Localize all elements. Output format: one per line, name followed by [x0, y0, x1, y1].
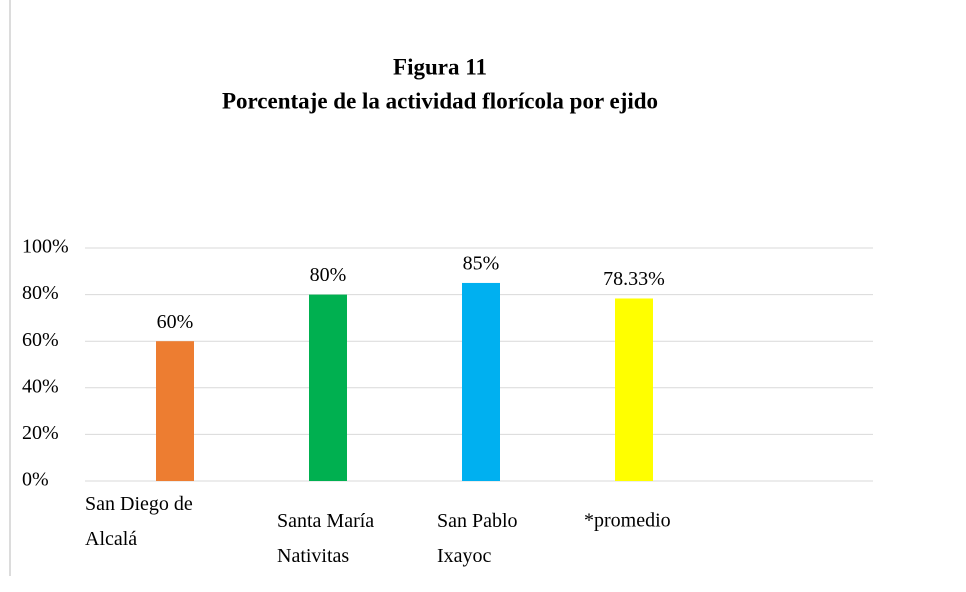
y-tick-label: 80% [22, 282, 59, 304]
y-tick-label: 100% [22, 236, 69, 258]
y-tick-label: 20% [22, 422, 59, 444]
chart-subtitle: Porcentaje de la actividad florícola por… [222, 88, 658, 113]
data-label: 78.33% [603, 268, 665, 290]
bar [615, 298, 653, 481]
y-tick-label: 0% [22, 469, 49, 491]
y-tick-label: 40% [22, 375, 59, 397]
x-tick-label: San Diego de Alcalá [85, 493, 193, 550]
x-tick-label: Santa María Nativitas [277, 510, 374, 567]
chart-title: Figura 11 [393, 54, 487, 79]
x-tick-label: San Pablo Ixayoc [437, 510, 518, 567]
data-label: 60% [157, 311, 194, 333]
x-tick-label: *promedio [584, 510, 671, 532]
bar [309, 294, 347, 481]
bar [156, 341, 194, 481]
y-tick-label: 60% [22, 329, 59, 351]
bar [462, 282, 500, 481]
data-label: 85% [463, 253, 500, 275]
data-label: 80% [310, 264, 347, 286]
